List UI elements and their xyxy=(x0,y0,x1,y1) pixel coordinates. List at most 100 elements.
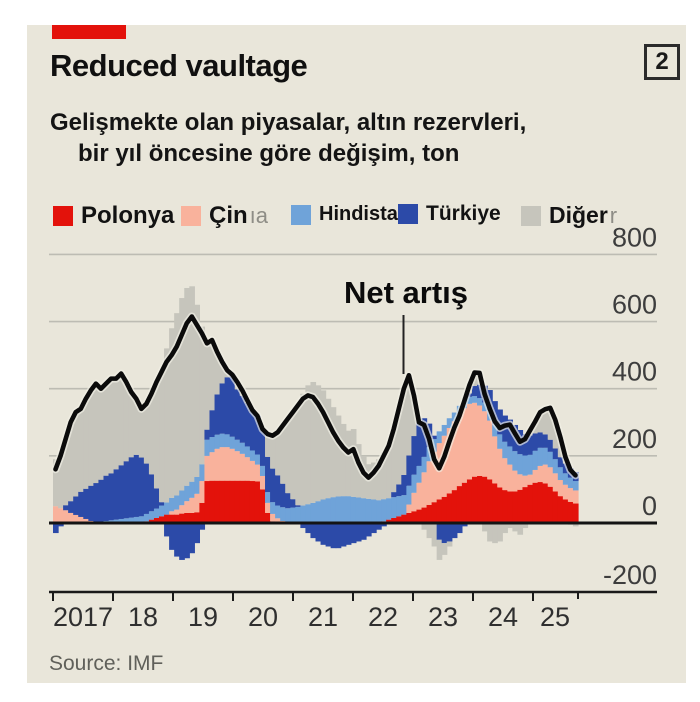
bar-segment-çin xyxy=(477,405,483,476)
bar-segment-polonya xyxy=(214,480,221,523)
bar-segment-diğer xyxy=(53,459,59,507)
bar-segment-diğer xyxy=(285,418,291,494)
bar-segment-polonya xyxy=(532,482,539,523)
bar-segment-polonya xyxy=(411,511,418,523)
bar-segment-türkiye xyxy=(118,465,125,519)
bar-segment-hindistan xyxy=(148,511,155,520)
bar-segment-diğer xyxy=(345,430,352,497)
bar-segment-diğer xyxy=(340,423,347,497)
bar-segment-diğer xyxy=(325,398,332,499)
y-tick-label-400: 400 xyxy=(612,357,657,387)
bar-segment-polonya xyxy=(461,482,468,523)
bar-segment-hindistan xyxy=(411,474,418,493)
bar-segment-diğer xyxy=(572,523,579,527)
bar-segment-hindistan xyxy=(169,497,175,512)
bar-segment-türkiye xyxy=(93,483,100,522)
bar-segment-türkiye xyxy=(305,523,312,534)
bar-segment-diğer xyxy=(406,375,413,456)
bar-segment-hindistan xyxy=(477,398,483,406)
bar-segment-türkiye xyxy=(53,523,59,534)
bar-segment-türkiye xyxy=(123,461,130,519)
bar-segment-çin xyxy=(275,518,281,523)
bar-segment-çin xyxy=(169,511,175,515)
bar-segment-diğer xyxy=(169,328,175,498)
bar-segment-polonya xyxy=(572,503,579,523)
bar-segment-hindistan xyxy=(320,499,327,523)
bar-segment-türkiye xyxy=(128,457,135,518)
bar-segment-diğer xyxy=(391,428,397,493)
bar-segment-çin xyxy=(58,508,64,523)
bar-segment-çin xyxy=(63,510,69,523)
bar-segment-diğer xyxy=(482,523,488,532)
bar-segment-türkiye xyxy=(527,435,534,455)
bar-segment-çin xyxy=(254,464,261,482)
bar-segment-hindistan xyxy=(295,506,301,523)
bar-segment-diğer xyxy=(199,326,206,465)
bar-segment-türkiye xyxy=(325,523,332,547)
bar-segment-diğer xyxy=(219,361,226,384)
bar-segment-türkiye xyxy=(189,523,195,554)
bar-segment-hindistan xyxy=(567,477,574,489)
bar-segment-polonya xyxy=(492,483,498,523)
bar-segment-hindistan xyxy=(355,497,362,523)
bar-segment-polonya xyxy=(426,504,433,523)
bar-segment-türkiye xyxy=(265,456,271,493)
bar-segment-hindistan xyxy=(143,513,150,522)
bar-segment-diğer xyxy=(441,543,448,555)
page-title: Reduced vaultage xyxy=(50,48,308,83)
bar-segment-diğer xyxy=(174,313,180,496)
bar-segment-türkiye xyxy=(547,439,554,452)
bar-segment-çin xyxy=(78,516,84,523)
bar-segment-diğer xyxy=(487,523,493,542)
bar-segment-türkiye xyxy=(204,429,211,440)
bar-segment-türkiye xyxy=(88,485,94,521)
bar-segment-hindistan xyxy=(386,498,392,520)
bar-segment-çin xyxy=(73,514,79,523)
bar-segment-çin xyxy=(487,420,493,480)
bar-segment-çin xyxy=(557,480,564,497)
bar-segment-hindistan xyxy=(522,455,529,476)
bar-segment-diğer xyxy=(123,381,130,462)
bar-segment-hindistan xyxy=(345,496,352,523)
bar-segment-polonya xyxy=(451,490,458,523)
x-tick-label-24: 24 xyxy=(488,602,518,632)
bar-segment-çin xyxy=(461,408,468,483)
bar-segment-polonya xyxy=(421,507,428,523)
bar-segment-türkiye xyxy=(148,474,155,512)
bar-segment-hindistan xyxy=(174,495,180,510)
bar-segment-türkiye xyxy=(244,402,251,447)
bar-segment-türkiye xyxy=(234,389,241,440)
index-badge-number: 2 xyxy=(655,48,669,75)
bar-segment-diğer xyxy=(184,287,190,486)
bar-segment-türkiye xyxy=(275,475,281,506)
bar-segment-türkiye xyxy=(532,433,539,451)
bar-segment-polonya xyxy=(396,516,402,523)
bar-segment-polonya xyxy=(406,512,413,523)
bar-segment-türkiye xyxy=(164,523,170,537)
bar-segment-diğer xyxy=(295,405,301,506)
bar-segment-diğer xyxy=(335,415,342,497)
bar-segment-hindistan xyxy=(270,502,276,514)
bar-segment-hindistan xyxy=(497,434,503,449)
bar-segment-hindistan xyxy=(537,447,544,466)
bar-segment-hindistan xyxy=(184,485,190,502)
bar-segment-türkiye xyxy=(360,523,367,540)
bar-segment-türkiye xyxy=(456,523,463,534)
bar-segment-türkiye xyxy=(229,374,236,437)
bar-segment-hindistan xyxy=(290,507,296,523)
bar-segment-diğer xyxy=(270,435,276,469)
bar-segment-çin xyxy=(179,505,185,514)
bar-segment-diğer xyxy=(275,432,281,476)
bar-segment-polonya xyxy=(169,514,175,523)
bar-segment-diğer xyxy=(189,286,195,482)
bar-segment-diğer xyxy=(431,523,438,547)
bar-segment-polonya xyxy=(199,502,206,523)
bar-segment-çin xyxy=(441,435,448,497)
bar-segment-türkiye xyxy=(224,377,231,435)
bar-segment-polonya xyxy=(456,486,463,523)
bar-segment-polonya xyxy=(179,513,185,523)
bar-segment-türkiye xyxy=(365,523,372,537)
bar-segment-türkiye xyxy=(143,463,150,514)
bar-segment-türkiye xyxy=(340,523,347,547)
